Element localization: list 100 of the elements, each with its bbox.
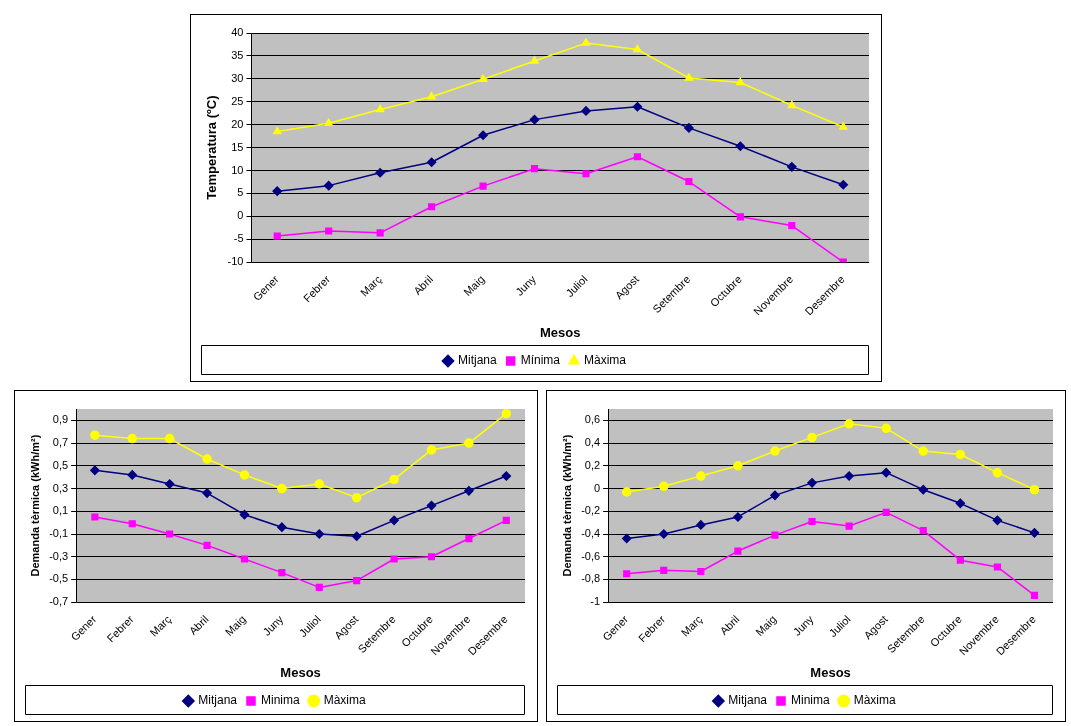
- y-tick-label: 15: [231, 140, 244, 153]
- point: [530, 165, 539, 173]
- point: [1029, 528, 1040, 538]
- point: [955, 498, 966, 509]
- y-tick-label: 0,3: [52, 481, 69, 494]
- y-tick-label: 20: [231, 117, 244, 130]
- point: [427, 91, 436, 100]
- y-tick-label: -0,2: [581, 504, 601, 517]
- y-tick-label: -10: [227, 255, 244, 268]
- point: [919, 527, 927, 535]
- point: [314, 479, 325, 489]
- point: [389, 474, 399, 485]
- point: [278, 569, 286, 577]
- point: [1029, 484, 1040, 495]
- point: [632, 102, 643, 112]
- point: [993, 563, 1001, 571]
- point: [239, 470, 250, 480]
- point: [202, 454, 212, 464]
- y-tick-label: -0,6: [581, 549, 601, 562]
- point: [659, 529, 669, 539]
- point: [844, 471, 854, 481]
- y-tick-label: 0: [594, 481, 601, 494]
- point: [529, 114, 540, 125]
- y-tick-label: -0,3: [49, 549, 69, 562]
- legend-label: Mitjana: [457, 353, 497, 368]
- point: [502, 516, 510, 524]
- point: [882, 508, 890, 516]
- point: [771, 531, 779, 539]
- point: [90, 465, 100, 476]
- point: [992, 515, 1003, 526]
- legend-label: Mitjana: [198, 693, 238, 708]
- y-tick-label: -0,7: [49, 595, 69, 608]
- point: [844, 419, 854, 429]
- point: [770, 490, 780, 501]
- point: [501, 471, 512, 481]
- point: [733, 512, 743, 522]
- point: [465, 534, 473, 543]
- legend-label: Màxima: [323, 693, 367, 708]
- point: [1030, 591, 1039, 599]
- point: [272, 186, 282, 196]
- point: [582, 170, 590, 178]
- point: [324, 118, 333, 127]
- point: [273, 232, 281, 240]
- point: [239, 509, 250, 520]
- point: [623, 570, 631, 578]
- point: [390, 555, 398, 563]
- point: [956, 556, 964, 564]
- y-tick-label: 0,1: [52, 504, 69, 517]
- point: [845, 522, 853, 530]
- y-tick-label: 40: [231, 26, 244, 39]
- point: [530, 56, 539, 64]
- point: [992, 467, 1003, 478]
- point: [351, 492, 362, 503]
- x-axis-title: Mesos: [540, 324, 581, 340]
- point: [838, 179, 849, 190]
- point: [733, 461, 743, 471]
- point: [389, 515, 399, 526]
- point: [501, 409, 512, 419]
- point: [203, 541, 211, 549]
- y-tick-label: 5: [237, 186, 244, 199]
- point: [351, 531, 362, 542]
- point: [315, 583, 323, 591]
- point: [277, 522, 287, 532]
- point: [325, 227, 333, 235]
- point: [464, 438, 474, 448]
- y-tick-label: 0: [237, 209, 244, 222]
- y-tick-label: 0,9: [52, 413, 69, 426]
- point: [581, 106, 591, 116]
- point: [696, 520, 706, 530]
- point: [353, 577, 361, 585]
- point: [735, 141, 746, 151]
- point: [323, 180, 334, 191]
- point: [426, 500, 437, 511]
- y-axis-title: Temperatura (ºC): [204, 95, 220, 200]
- point: [426, 157, 437, 168]
- legend-label: Mitjana: [728, 693, 768, 708]
- y-tick-label: -1: [590, 595, 601, 608]
- point: [164, 433, 175, 444]
- legend-label: Màxima: [584, 353, 627, 368]
- point: [621, 533, 632, 544]
- point: [376, 229, 384, 237]
- point: [788, 221, 796, 230]
- y-tick-label: 0,5: [52, 458, 69, 471]
- point: [696, 471, 706, 481]
- y-tick-label: 0,6: [584, 413, 601, 426]
- point: [375, 168, 385, 178]
- point: [787, 162, 797, 172]
- point: [684, 123, 694, 133]
- point: [633, 153, 642, 161]
- point: [427, 553, 436, 561]
- point: [770, 446, 780, 456]
- point: [426, 445, 437, 455]
- point: [91, 513, 99, 521]
- legend-label: Minima: [791, 693, 830, 708]
- point: [128, 520, 136, 528]
- point: [277, 483, 287, 494]
- point: [734, 547, 742, 555]
- point: [202, 488, 212, 498]
- point: [955, 449, 966, 460]
- y-tick-label: 30: [231, 71, 244, 84]
